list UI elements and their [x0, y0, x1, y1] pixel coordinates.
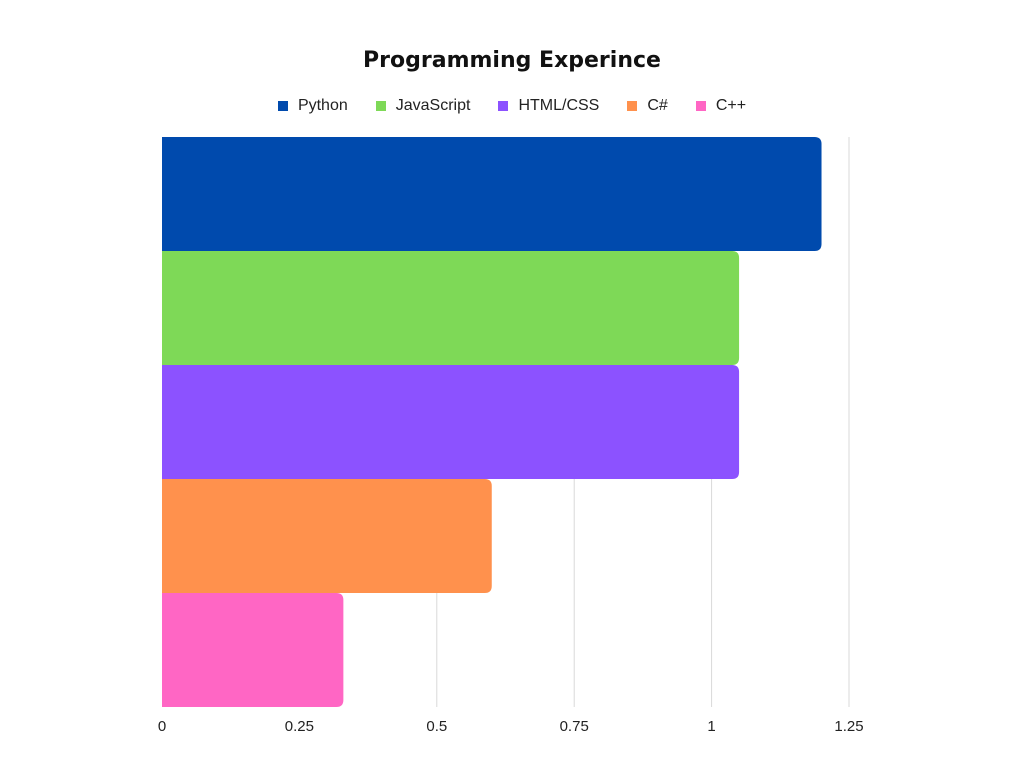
legend-label: C++ — [715, 97, 747, 114]
bar-html-css — [162, 365, 740, 479]
legend-swatch — [695, 101, 706, 111]
legend-label: C# — [647, 97, 668, 114]
legend-item: C++ — [695, 97, 747, 115]
legend-item: C# — [627, 97, 668, 115]
legend-label: HTML/CSS — [518, 97, 600, 114]
legend: Python JavaScript HTML/CSS C# C++ — [0, 97, 1024, 115]
legend-label: Python — [297, 97, 348, 114]
x-axis-ticks: 0 0.25 0.5 0.75 1 1.25 — [158, 718, 864, 735]
legend-swatch — [627, 101, 638, 111]
legend-item: HTML/CSS — [498, 97, 599, 115]
bar-python — [162, 137, 822, 251]
bar-c — [162, 593, 344, 707]
x-tick-label: 1.25 — [834, 718, 863, 735]
x-tick-label: 0.5 — [426, 718, 447, 735]
chart-title: Programming Experince — [363, 48, 661, 73]
legend-swatch — [375, 101, 386, 111]
x-tick-label: 0.75 — [560, 718, 589, 735]
x-tick-label: 1 — [707, 718, 715, 735]
x-tick-label: 0 — [158, 718, 166, 735]
legend-item: Python — [277, 97, 348, 115]
legend-item: JavaScript — [375, 97, 471, 115]
legend-swatch — [498, 101, 509, 111]
x-tick-label: 0.25 — [285, 718, 314, 735]
bar-c — [162, 479, 492, 593]
bar-javascript — [162, 251, 740, 365]
legend-swatch — [277, 101, 288, 111]
bars — [162, 137, 822, 707]
legend-label: JavaScript — [395, 97, 471, 114]
